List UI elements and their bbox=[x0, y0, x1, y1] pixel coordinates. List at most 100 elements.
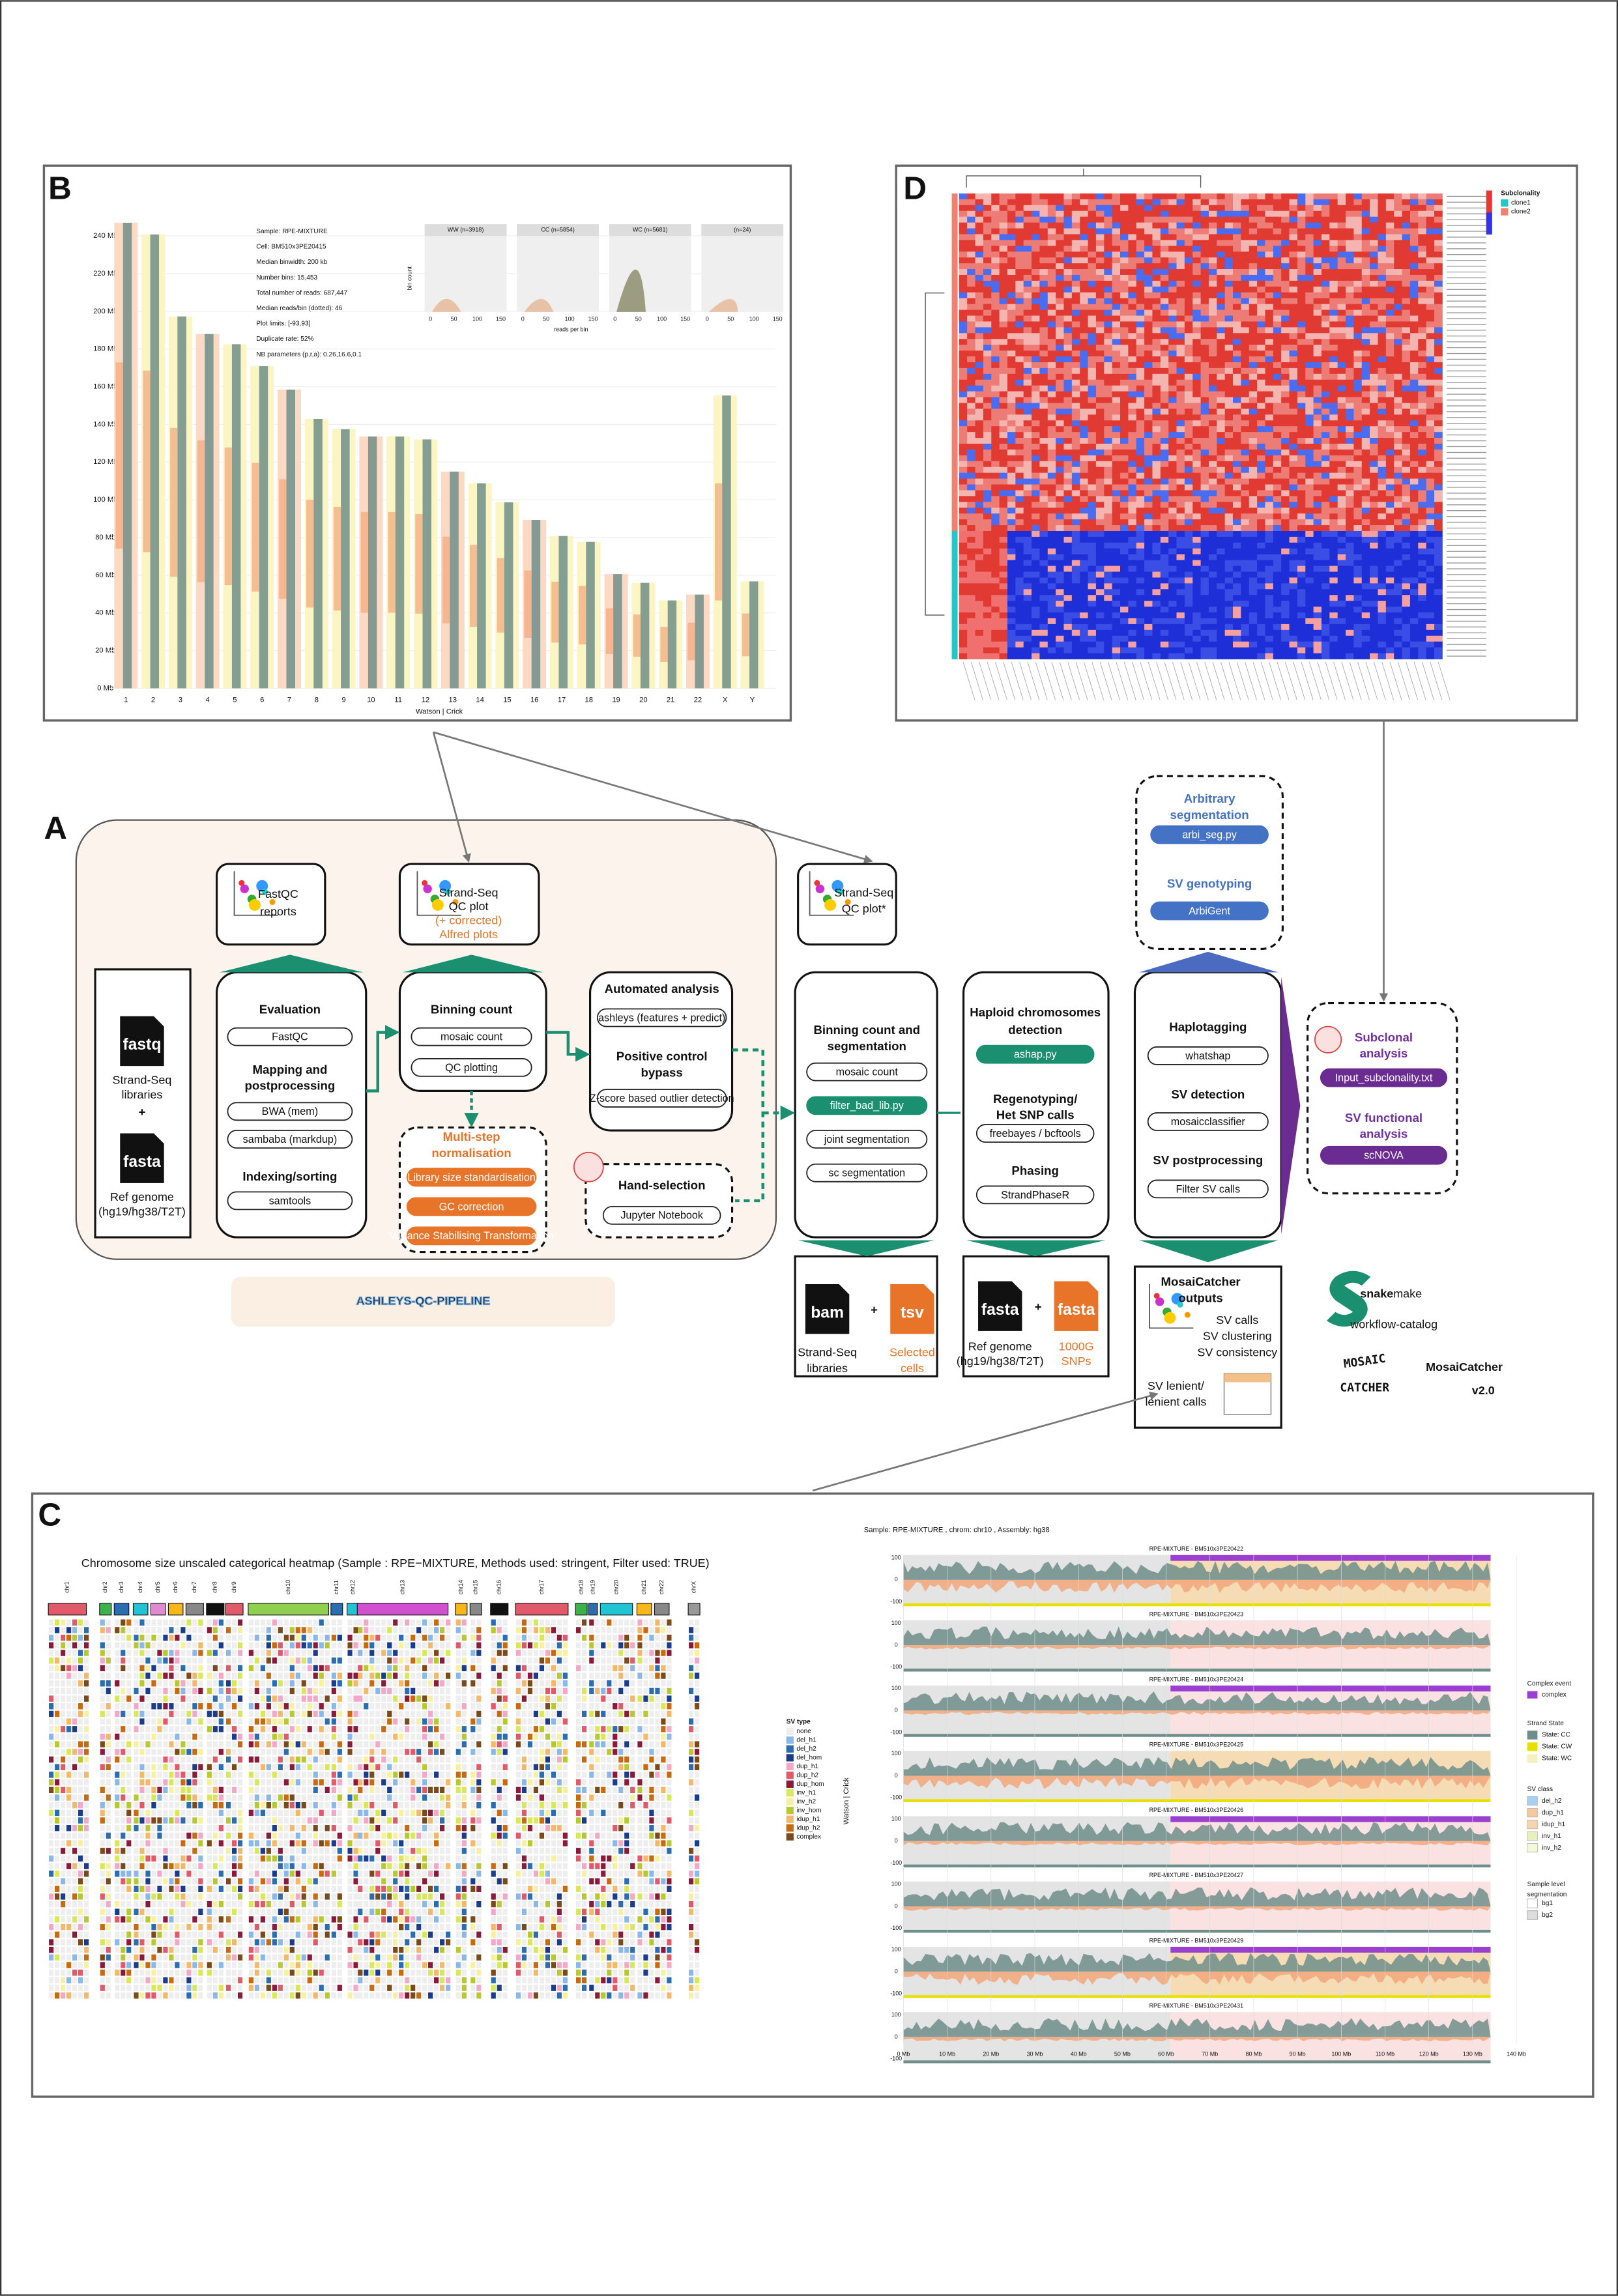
heatmap-cell bbox=[1095, 536, 1105, 543]
heatmap-cell bbox=[1144, 566, 1153, 572]
heatmap-cell bbox=[1144, 508, 1153, 514]
heatmap-cell bbox=[1160, 612, 1169, 619]
heatmap-cell bbox=[1128, 292, 1137, 299]
heatmap-cell bbox=[1434, 269, 1443, 276]
heatmap-cell bbox=[1233, 205, 1241, 212]
heatmap-cell bbox=[1361, 548, 1370, 555]
heatmap-cell bbox=[1208, 554, 1217, 561]
heatmap-cell bbox=[1160, 577, 1169, 584]
heatmap-cell bbox=[1346, 420, 1354, 427]
heatmap-cell bbox=[1080, 403, 1089, 409]
heatmap-cell bbox=[1104, 478, 1113, 485]
heatmap-cell bbox=[1095, 472, 1105, 480]
heatmap-cell bbox=[1394, 292, 1403, 299]
heatmap-cell bbox=[1313, 298, 1322, 305]
heatmap-cell bbox=[1104, 519, 1113, 526]
heatmap-cell bbox=[1095, 373, 1105, 380]
heatmap-cell bbox=[1120, 228, 1129, 235]
heatmap-cell bbox=[1353, 304, 1363, 311]
heatmap-cell bbox=[1281, 455, 1290, 462]
heatmap-cell bbox=[1136, 356, 1145, 363]
heatmap-cell bbox=[1080, 426, 1089, 433]
heatmap-cell bbox=[1192, 373, 1202, 380]
heatmap-cell bbox=[1385, 257, 1394, 264]
heatmap-cell bbox=[1217, 367, 1226, 375]
heatmap-cell bbox=[1378, 210, 1387, 218]
heatmap-cell bbox=[1047, 292, 1056, 299]
heatmap-cell bbox=[1184, 304, 1193, 311]
heatmap-cell bbox=[1144, 618, 1153, 625]
heatmap-cell bbox=[1104, 472, 1113, 480]
heatmap-cell bbox=[1047, 513, 1056, 520]
heatmap-cell bbox=[1249, 251, 1258, 258]
heatmap-cell bbox=[1281, 345, 1290, 351]
heatmap-cell bbox=[1224, 536, 1234, 543]
heatmap-cell bbox=[1297, 548, 1306, 555]
heatmap-cell bbox=[1128, 345, 1137, 351]
heatmap-cell bbox=[1257, 199, 1265, 206]
heatmap-cell bbox=[1120, 624, 1129, 631]
heatmap-cell bbox=[999, 443, 1008, 450]
heatmap-cell bbox=[1337, 536, 1346, 543]
heatmap-cell bbox=[1192, 379, 1202, 386]
heatmap-cell bbox=[1071, 472, 1080, 480]
heatmap-cell bbox=[1409, 269, 1419, 276]
heatmap-cell bbox=[1257, 438, 1265, 444]
heatmap-cell bbox=[1418, 589, 1427, 596]
heatmap-cell bbox=[1120, 391, 1129, 397]
heatmap-cell bbox=[975, 210, 984, 218]
heatmap-cell bbox=[1233, 269, 1241, 276]
watson-signal bbox=[259, 366, 268, 689]
heatmap-cell bbox=[1152, 263, 1161, 270]
heatmap-cell bbox=[1313, 519, 1322, 526]
heatmap-cell bbox=[1176, 362, 1185, 369]
heatmap-cell bbox=[999, 519, 1008, 526]
heatmap-cell bbox=[1144, 536, 1153, 543]
heatmap-cell bbox=[1426, 560, 1435, 567]
heatmap-cell bbox=[983, 351, 992, 357]
heatmap-cell bbox=[1015, 513, 1024, 520]
heatmap-cell bbox=[1426, 490, 1435, 496]
heatmap-cell bbox=[1192, 292, 1202, 299]
heatmap-cell bbox=[1080, 228, 1089, 235]
heatmap-cell bbox=[1015, 653, 1024, 659]
chromosomes-text: 7 bbox=[287, 696, 291, 704]
heatmap-cell bbox=[1385, 629, 1394, 637]
heatmap-cell bbox=[983, 309, 992, 316]
heatmap-cell bbox=[1200, 560, 1209, 567]
heatmap-cell bbox=[1032, 438, 1040, 444]
chromosomes-text: 8 bbox=[315, 696, 319, 704]
heatmap-cell bbox=[1063, 280, 1073, 287]
heatmap-cell bbox=[983, 629, 992, 637]
heatmap-cell bbox=[1063, 379, 1073, 386]
heatmap-cell bbox=[1088, 513, 1097, 520]
heatmap-cell bbox=[1095, 280, 1105, 287]
crick-signal bbox=[224, 447, 232, 586]
chromosomes-text: 22 bbox=[694, 696, 702, 704]
heatmap-cell bbox=[1144, 373, 1153, 380]
heatmap-cell bbox=[1023, 548, 1032, 555]
heatmap-cell bbox=[1409, 490, 1419, 496]
heatmap-cell bbox=[1281, 490, 1290, 496]
heatmap-cell bbox=[1112, 385, 1121, 392]
heatmap-cell bbox=[967, 420, 975, 427]
heatmap-cell bbox=[1394, 251, 1403, 258]
heatmap-cell bbox=[983, 426, 992, 433]
heatmap-cell bbox=[983, 519, 992, 526]
heatmap-cell bbox=[1160, 624, 1169, 631]
heatmap-cell bbox=[983, 269, 992, 276]
heatmap-cell bbox=[991, 607, 1000, 613]
heatmap-cell bbox=[1241, 490, 1250, 496]
y-ticks-text: 160 Mb bbox=[93, 382, 117, 390]
heatmap-cell bbox=[1385, 403, 1394, 409]
crick-signal bbox=[715, 483, 723, 601]
heatmap-cell bbox=[1394, 566, 1403, 572]
heatmap-cell bbox=[1032, 618, 1040, 625]
heatmap-cell bbox=[1281, 315, 1290, 322]
y-ticks-text: 0 Mb bbox=[97, 684, 113, 692]
heatmap-cell bbox=[1361, 339, 1370, 345]
heatmap-cell bbox=[1257, 455, 1265, 462]
heatmap-cell bbox=[999, 438, 1008, 444]
heatmap-cell bbox=[1297, 513, 1306, 520]
heatmap-cell bbox=[1144, 607, 1153, 613]
